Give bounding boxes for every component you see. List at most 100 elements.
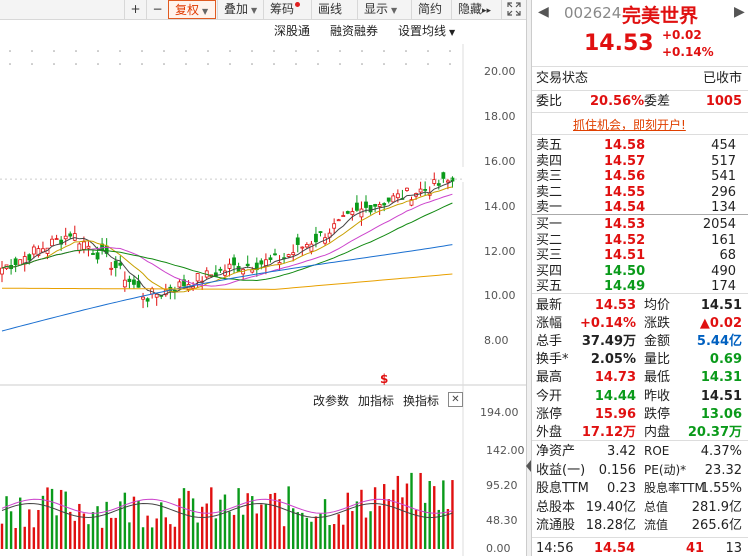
volume-bar xyxy=(73,520,76,549)
chart-area[interactable] xyxy=(0,44,526,556)
prev-stock-button[interactable]: ◀ xyxy=(538,4,549,20)
switch-indicator-button[interactable]: 换指标 xyxy=(403,394,440,408)
price-axis-label: 16.00 xyxy=(484,155,516,168)
stat-value: 14.51 xyxy=(700,298,742,313)
xianshi-dropdown[interactable]: 显示 ▼ xyxy=(357,0,411,19)
fin-value: 18.28亿 xyxy=(585,518,636,533)
ma30-line xyxy=(1,202,453,282)
sell-row[interactable]: 卖四 14.57 517 xyxy=(532,153,748,170)
candle-body xyxy=(309,243,314,252)
candle-body xyxy=(295,237,300,245)
jianyue-button[interactable]: 简约 xyxy=(411,0,451,19)
candle-body xyxy=(382,203,387,206)
weibi-label: 委比 xyxy=(536,94,563,109)
zoom-in-button[interactable]: + xyxy=(124,0,146,19)
diejia-dropdown[interactable]: 叠加 ▼ xyxy=(217,0,263,19)
price-axis-label: 18.00 xyxy=(484,110,516,123)
candle-body xyxy=(72,233,77,241)
expand-icon[interactable] xyxy=(501,0,526,19)
candle-body xyxy=(63,235,68,240)
candle-body xyxy=(418,188,423,193)
volume-axis-label: 194.00 xyxy=(480,406,519,419)
stat-label: 今开 xyxy=(536,388,563,404)
fin-row: 净资产 3.42 ROE 4.37% xyxy=(532,443,748,460)
volume-bar xyxy=(410,472,413,549)
buy-row[interactable]: 买四 14.50 490 xyxy=(532,263,748,280)
volume-bar xyxy=(251,496,254,549)
sell-row[interactable]: 卖一 14.54 134 xyxy=(532,199,748,216)
stat-value: 14.53 xyxy=(594,298,636,313)
divider xyxy=(532,66,748,67)
buy-row[interactable]: 买二 14.52 161 xyxy=(532,232,748,249)
grid-dot xyxy=(251,63,253,65)
sell-level-label: 卖一 xyxy=(536,200,563,216)
volume-bar xyxy=(132,496,136,549)
volume-bar xyxy=(155,518,158,549)
stat-row: 外盘 17.12万 内盘 20.37万 xyxy=(532,424,748,441)
grid-dot xyxy=(31,50,33,52)
sell-level-label: 卖五 xyxy=(536,138,563,153)
buy-volume: 490 xyxy=(711,263,736,279)
volume-bar xyxy=(123,492,127,549)
buy-row[interactable]: 买一 14.53 2054 xyxy=(532,216,748,233)
huaxian-button[interactable]: 画线 xyxy=(311,0,357,19)
fin-row: 收益(一) 0.156 PE(动)* 23.32 xyxy=(532,462,748,479)
stat-label: 跌停 xyxy=(644,406,671,422)
candle-body xyxy=(182,279,186,287)
buy-row[interactable]: 买五 14.49 174 xyxy=(532,278,748,295)
panel-splitter[interactable] xyxy=(526,0,531,556)
sell-row[interactable]: 卖三 14.56 541 xyxy=(532,168,748,185)
candle-body xyxy=(109,267,114,270)
stat-label: 内盘 xyxy=(644,424,671,440)
chouma-button[interactable]: 筹码 xyxy=(263,0,311,19)
kline-chart[interactable] xyxy=(0,44,526,556)
yincang-button[interactable]: 隐藏▸▸ xyxy=(451,0,501,19)
candle-body xyxy=(354,202,359,211)
collapse-handle-icon[interactable] xyxy=(526,458,531,474)
candle-body xyxy=(54,238,59,241)
rongzi-link[interactable]: 融资融券 xyxy=(330,24,379,38)
event-marker[interactable]: $ xyxy=(380,372,389,386)
grid-dot xyxy=(141,63,143,65)
grid-dot xyxy=(207,63,209,65)
volume-bar xyxy=(146,515,149,549)
candle-body xyxy=(132,279,136,285)
volume-axis-label: 95.20 xyxy=(486,479,518,492)
price-axis-label: 14.00 xyxy=(484,200,516,213)
zoom-out-button[interactable]: − xyxy=(146,0,168,19)
chouma-label: 筹码 xyxy=(270,2,295,16)
candle-body xyxy=(395,193,400,199)
next-stock-button[interactable]: ▶ xyxy=(734,4,745,20)
sell-price: 14.58 xyxy=(604,138,646,153)
buy-price: 14.50 xyxy=(604,263,646,279)
volume-bar xyxy=(260,504,263,549)
buy-row[interactable]: 买三 14.51 68 xyxy=(532,247,748,264)
volume-bar xyxy=(28,509,31,549)
volume-bar xyxy=(87,524,90,549)
buy-volume: 68 xyxy=(719,248,736,264)
buy-price: 14.49 xyxy=(604,279,646,295)
candle-body xyxy=(245,263,250,267)
candle-body xyxy=(195,273,200,282)
volume-bar xyxy=(423,502,427,549)
candle-body xyxy=(441,172,446,179)
candle-body xyxy=(18,259,23,266)
fin-row: 流通股 18.28亿 流值 265.6亿 xyxy=(532,517,748,534)
volume-bar xyxy=(205,503,208,549)
candle-body xyxy=(86,245,91,249)
sell-row[interactable]: 卖二 14.55 296 xyxy=(532,184,748,201)
candle-body xyxy=(314,233,318,243)
open-account-link[interactable]: 抓住机会，即刻开户! xyxy=(573,118,686,132)
grid-dot xyxy=(229,50,231,52)
shengutong-link[interactable]: 深股通 xyxy=(274,24,311,38)
sell-row[interactable]: 卖五 14.58 454 xyxy=(532,137,748,154)
stock-name: 完美世界 xyxy=(622,5,699,27)
price-axis-label: 12.00 xyxy=(484,245,516,258)
close-indicator-button[interactable]: ✕ xyxy=(448,392,463,407)
volume-bar xyxy=(119,501,122,549)
change-params-button[interactable]: 改参数 xyxy=(313,394,350,408)
volume-bar xyxy=(137,500,140,549)
fuquan-dropdown[interactable]: 复权 ▼ xyxy=(168,0,216,19)
set-ma-dropdown[interactable]: 设置均线 ▼ xyxy=(398,22,455,42)
add-indicator-button[interactable]: 加指标 xyxy=(358,394,395,408)
